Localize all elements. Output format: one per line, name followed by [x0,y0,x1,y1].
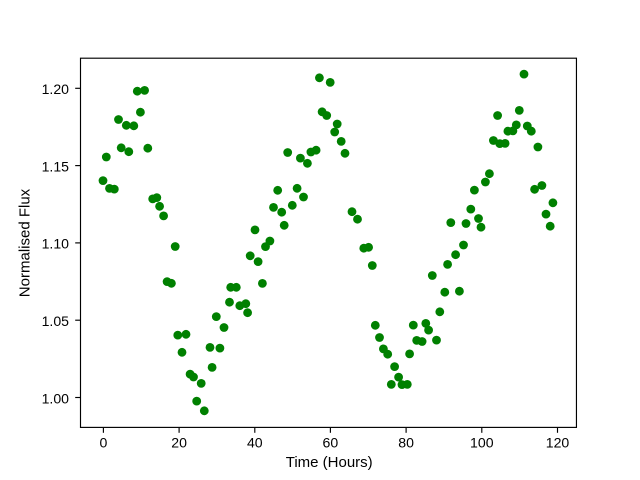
svg-text:1.10: 1.10 [42,236,70,252]
svg-text:1.15: 1.15 [42,158,70,174]
svg-text:0: 0 [99,435,107,451]
svg-text:40: 40 [247,435,263,451]
svg-text:60: 60 [323,435,339,451]
svg-text:100: 100 [470,435,494,451]
svg-text:1.20: 1.20 [42,81,70,97]
svg-text:80: 80 [398,435,414,451]
svg-text:1.00: 1.00 [42,390,70,406]
svg-text:Normalised Flux: Normalised Flux [16,188,33,297]
svg-text:Time (Hours): Time (Hours) [286,454,373,471]
svg-text:120: 120 [546,435,570,451]
svg-text:1.05: 1.05 [42,313,70,329]
svg-text:20: 20 [171,435,187,451]
